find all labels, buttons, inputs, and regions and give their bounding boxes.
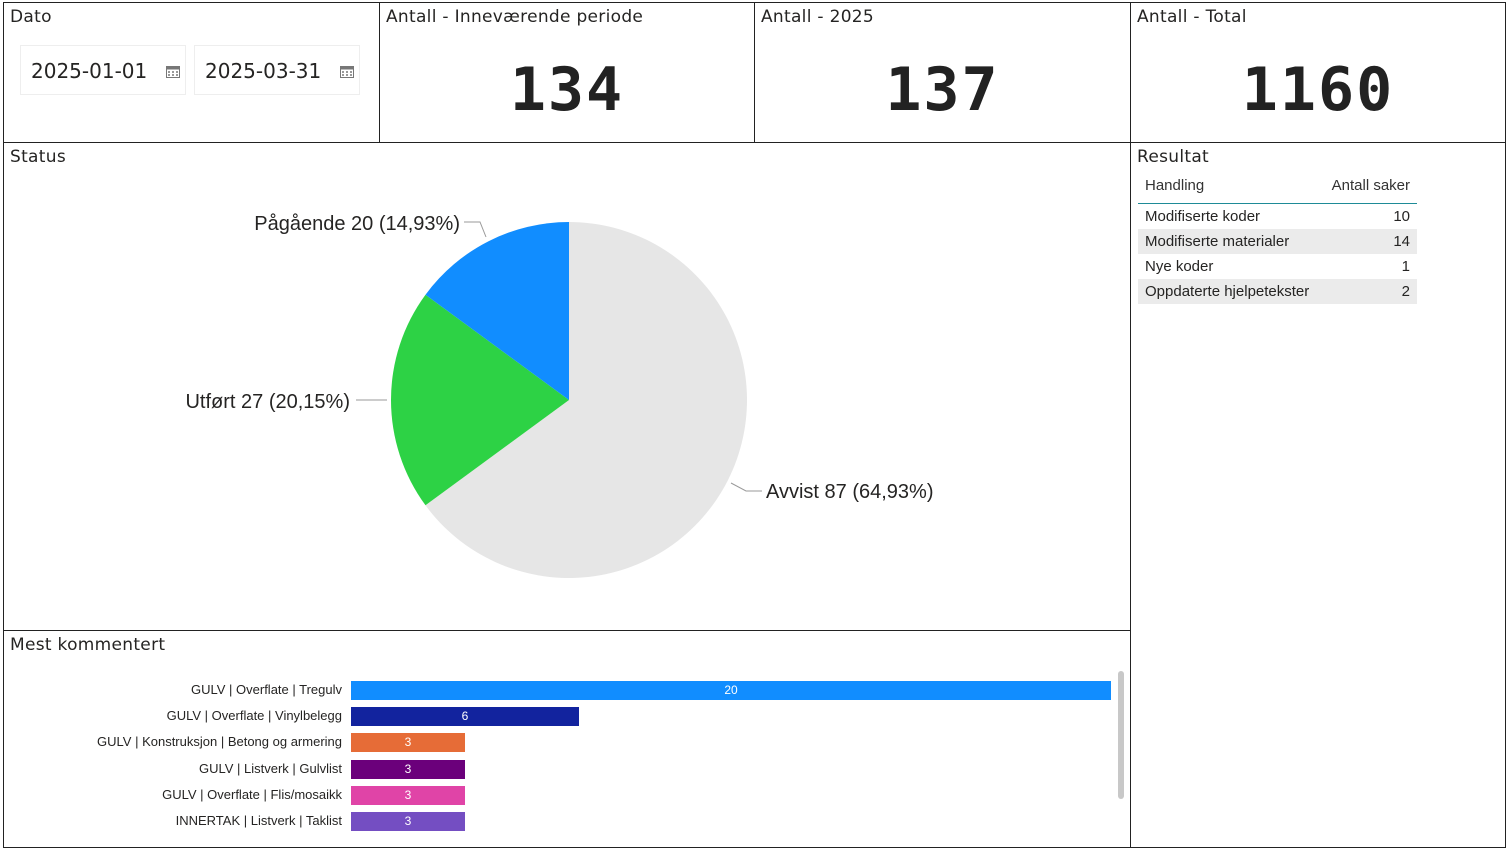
bar-category-label: GULV | Konstruksjon | Betong og armering <box>97 734 342 750</box>
bar[interactable] <box>351 759 465 779</box>
calendar-icon[interactable] <box>340 65 354 78</box>
kpi-card-current-period: Antall - Inneværende periode 134 <box>379 2 755 143</box>
bar[interactable] <box>351 707 579 727</box>
leader-line <box>464 221 487 238</box>
table-row[interactable]: Oppdaterte hjelpetekster 2 <box>1138 279 1417 304</box>
cell-handling: Nye koder <box>1145 258 1214 275</box>
pie-label-utført: Utført 27 (20,15%) <box>185 391 350 413</box>
cell-count: 14 <box>1321 229 1417 254</box>
bar-category-label: GULV | Overflate | Flis/mosaikk <box>162 786 342 802</box>
cell-count: 1 <box>1401 258 1410 275</box>
bar-value-label: 3 <box>404 735 412 750</box>
calendar-icon[interactable] <box>166 65 180 78</box>
column-header-handling[interactable]: Handling <box>1138 167 1322 204</box>
status-pie-chart: Avvist 87 (64,93%) Utført 27 (20,15%) Pågå… <box>185 213 934 578</box>
pie-label-pågående: Pågående 20 (14,93%) <box>254 213 460 235</box>
pie-label-avvist: Avvist 87 (64,93%) <box>766 481 934 503</box>
kpi-title: Antall - Total <box>1137 7 1247 27</box>
kpi-value: 1160 <box>1241 55 1395 125</box>
pie-slice-avvist[interactable] <box>425 222 747 578</box>
pie-slice-pågående[interactable] <box>425 222 569 400</box>
bar[interactable] <box>351 785 465 805</box>
most-commented-bar-chart: GULV | Overflate | Tregulv 20 GULV | Overf… <box>4 631 1114 845</box>
cell-handling: Oppdaterte hjelpetekster <box>1138 279 1322 304</box>
result-panel: Resultat Handling Antall saker Modifiser… <box>1130 142 1506 848</box>
cell-handling: Modifiserte koder <box>1145 208 1261 225</box>
pie-slice-utført[interactable] <box>391 294 569 506</box>
status-chart-panel: Status Avvist 87 (64,93%) Utført 27 (20,1… <box>3 142 1131 632</box>
bar[interactable] <box>351 812 465 831</box>
cell-count: 2 <box>1321 279 1417 304</box>
leader-line <box>730 482 762 492</box>
kpi-card-total: Antall - Total 1160 <box>1130 2 1506 143</box>
bar[interactable] <box>351 681 1111 700</box>
bar-category-label: GULV | Listverk | Gulvlist <box>198 760 342 776</box>
most-commented-title: Mest kommentert <box>10 635 166 655</box>
most-commented-panel: Mest kommentert GULV | Overflate | Tregu… <box>3 630 1131 848</box>
cell-count: 10 <box>1393 208 1410 225</box>
bar-value-label: 3 <box>404 761 412 776</box>
bar-category-label: INNERTAK | Listverk | Taklist <box>175 813 342 828</box>
bar-value-label: 3 <box>404 787 412 802</box>
kpi-title: Antall - Inneværende periode <box>386 7 644 27</box>
bar-value-label: 6 <box>461 709 469 724</box>
scrollbar[interactable] <box>1118 671 1124 799</box>
start-date-input[interactable]: 2025-01-01 <box>20 45 186 95</box>
end-date-input[interactable]: 2025-03-31 <box>194 45 360 95</box>
table-row[interactable]: Nye koder 1 <box>1138 254 1417 279</box>
bar[interactable] <box>351 733 465 753</box>
result-table: Handling Antall saker Modifiserte koder … <box>1138 167 1417 304</box>
cell-handling: Modifiserte materialer <box>1138 229 1322 254</box>
result-title: Resultat <box>1137 147 1210 167</box>
date-filter-panel: Dato 2025-01-01 2025-03-31 <box>3 2 380 143</box>
date-panel-title: Dato <box>10 7 52 27</box>
column-header-antall-saker[interactable]: Antall saker <box>1321 167 1417 204</box>
end-date-value: 2025-03-31 <box>205 59 322 83</box>
kpi-value: 134 <box>509 55 625 125</box>
kpi-value: 137 <box>885 55 1000 125</box>
bar-value-label: 3 <box>404 814 412 828</box>
bar-category-label: GULV | Overflate | Tregulv <box>190 682 342 697</box>
table-row[interactable]: Modifiserte materialer 14 <box>1138 229 1417 254</box>
kpi-card-2025: Antall - 2025 137 <box>754 2 1131 143</box>
status-title: Status <box>10 147 66 167</box>
kpi-title: Antall - 2025 <box>761 7 875 27</box>
bar-value-label: 20 <box>724 683 738 697</box>
table-row[interactable]: Modifiserte koder 10 <box>1138 204 1417 230</box>
bar-category-label: GULV | Overflate | Vinylbelegg <box>166 708 342 724</box>
start-date-value: 2025-01-01 <box>31 59 148 83</box>
table-header-row: Handling Antall saker <box>1138 167 1417 204</box>
